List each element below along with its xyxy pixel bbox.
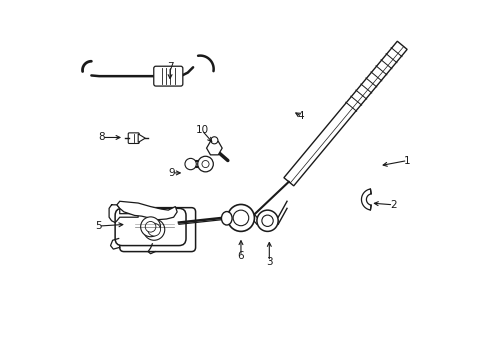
Polygon shape <box>138 134 145 143</box>
Circle shape <box>141 217 160 237</box>
Circle shape <box>262 215 273 226</box>
Circle shape <box>184 158 196 170</box>
Circle shape <box>143 219 164 240</box>
FancyBboxPatch shape <box>120 208 195 252</box>
Circle shape <box>197 156 213 172</box>
Text: 7: 7 <box>166 62 173 72</box>
Circle shape <box>147 223 160 236</box>
Text: 3: 3 <box>265 257 272 266</box>
Text: 6: 6 <box>237 251 244 261</box>
Text: 8: 8 <box>99 132 105 143</box>
Text: 4: 4 <box>297 111 304 121</box>
Circle shape <box>256 210 278 231</box>
Polygon shape <box>361 189 370 210</box>
FancyBboxPatch shape <box>115 208 185 246</box>
Polygon shape <box>109 205 138 222</box>
Text: 9: 9 <box>168 168 175 178</box>
Circle shape <box>227 204 254 231</box>
Text: 5: 5 <box>95 221 102 231</box>
Text: 1: 1 <box>404 156 410 166</box>
Circle shape <box>145 221 156 232</box>
Polygon shape <box>284 41 407 186</box>
FancyBboxPatch shape <box>128 133 139 144</box>
Ellipse shape <box>221 212 232 225</box>
Text: 10: 10 <box>195 125 208 135</box>
FancyBboxPatch shape <box>153 66 183 86</box>
Text: 2: 2 <box>389 200 396 210</box>
Polygon shape <box>117 201 177 220</box>
Circle shape <box>233 210 248 226</box>
Circle shape <box>202 161 209 168</box>
Circle shape <box>210 137 218 144</box>
